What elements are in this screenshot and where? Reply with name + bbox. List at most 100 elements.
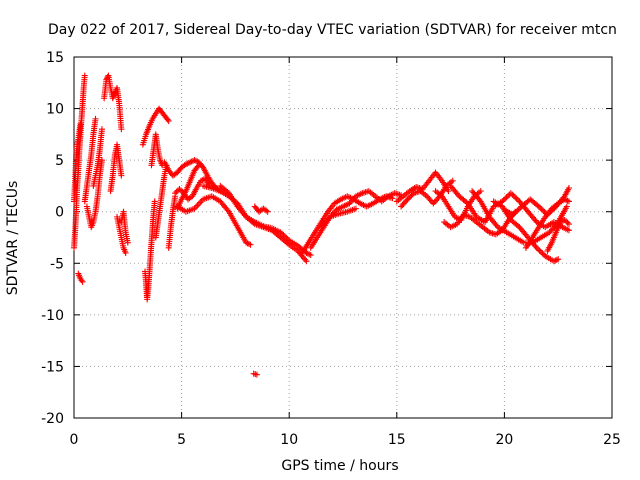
data-point [277, 229, 284, 236]
y-tick-label: -10 [41, 308, 64, 324]
data-point [246, 241, 253, 248]
data-point [304, 250, 311, 257]
data-point [563, 197, 570, 204]
data-point [177, 187, 184, 194]
data-point [188, 158, 195, 165]
data-point [550, 258, 557, 265]
data-point [247, 241, 254, 248]
data-point [445, 188, 452, 195]
data-point [564, 197, 571, 204]
data-point [537, 248, 544, 255]
data-point [164, 116, 171, 123]
data-point [514, 207, 521, 214]
data-point [118, 126, 125, 133]
data-marks [71, 72, 572, 378]
data-point [507, 190, 514, 197]
x-tick-label: 20 [495, 432, 513, 448]
data-point [510, 192, 517, 199]
data-point [563, 203, 570, 210]
data-point [77, 121, 84, 128]
data-point [552, 257, 559, 264]
data-point [426, 196, 433, 203]
data-point [434, 196, 441, 203]
y-axis-label: SDTVAR / TECUs [5, 181, 21, 296]
data-point [515, 222, 522, 229]
y-tick-label: 15 [46, 50, 64, 66]
data-point [533, 244, 540, 251]
data-point [347, 199, 354, 206]
data-point [122, 249, 129, 256]
data-point [194, 202, 201, 209]
data-point [504, 192, 511, 199]
data-point [165, 117, 172, 124]
data-point [539, 250, 546, 257]
data-point [279, 230, 286, 237]
data-point [352, 205, 359, 212]
data-point [92, 115, 99, 122]
data-point [197, 199, 204, 206]
data-point [176, 186, 183, 193]
axis-ticks: 0 5 10 15 20 25 -20 -15 -10 -5 0 5 10 15 [41, 50, 621, 448]
data-point [477, 188, 484, 195]
data-point [98, 126, 105, 133]
data-point [423, 193, 430, 200]
data-point [173, 188, 180, 195]
data-point [185, 159, 192, 166]
data-point [564, 219, 571, 226]
data-point [197, 177, 204, 184]
data-point [555, 256, 562, 263]
y-tick-label: -5 [50, 256, 64, 272]
y-tick-label: 0 [55, 205, 64, 221]
data-point [192, 157, 199, 164]
data-point [430, 200, 437, 207]
y-tick-label: 5 [55, 153, 64, 169]
data-point [500, 197, 507, 204]
data-point [565, 227, 572, 234]
data-point [534, 202, 541, 209]
data-point [79, 278, 86, 285]
data-point [515, 206, 522, 213]
data-point [280, 232, 287, 239]
data-point [432, 197, 439, 204]
x-tick-label: 15 [388, 432, 406, 448]
data-point [303, 258, 310, 265]
data-point [536, 247, 543, 254]
x-axis-label: GPS time / hours [281, 458, 398, 474]
data-point [511, 210, 518, 217]
chart-title: Day 022 of 2017, Sidereal Day-to-day VTE… [48, 22, 617, 38]
data-point [557, 219, 564, 226]
y-tick-label: -20 [41, 411, 64, 427]
data-point [509, 191, 516, 198]
data-point [398, 203, 405, 210]
data-point [512, 194, 519, 201]
x-tick-label: 5 [177, 432, 186, 448]
data-point [513, 195, 520, 202]
data-point [191, 157, 198, 164]
data-point [253, 371, 260, 378]
data-point [512, 209, 519, 216]
data-point [553, 256, 560, 263]
data-point [244, 240, 251, 247]
data-point [401, 199, 408, 206]
data-point [565, 184, 572, 191]
data-point [561, 216, 568, 223]
y-tick-label: -15 [41, 359, 64, 375]
data-point [540, 251, 547, 258]
data-point [510, 211, 517, 218]
data-point [538, 206, 545, 213]
data-point [535, 246, 542, 253]
data-point [503, 194, 510, 201]
data-point [184, 160, 191, 167]
data-point [449, 177, 456, 184]
data-point [425, 194, 432, 201]
data-point [195, 200, 202, 207]
data-point [517, 204, 524, 211]
data-point [563, 218, 570, 225]
data-point [427, 197, 434, 204]
data-point [307, 252, 314, 259]
data-point [118, 172, 125, 179]
x-tick-label: 25 [603, 432, 621, 448]
data-point [515, 197, 522, 204]
data-point [243, 239, 250, 246]
